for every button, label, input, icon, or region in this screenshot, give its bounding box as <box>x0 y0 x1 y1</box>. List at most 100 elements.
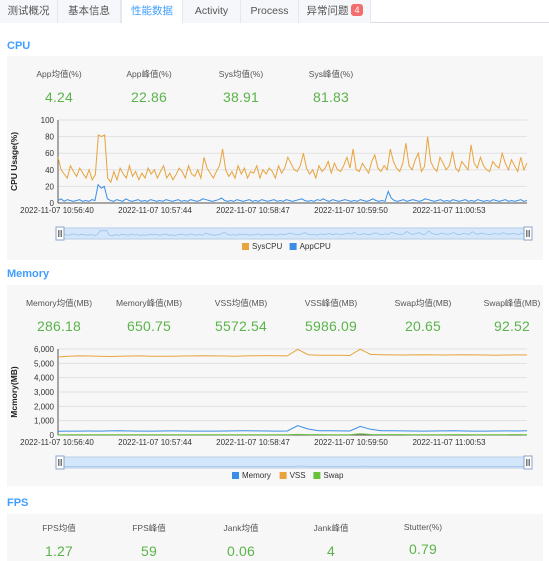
slider-preview <box>60 465 528 468</box>
stat-label: Stutter(%) <box>403 522 443 532</box>
stat-value: 81.83 <box>312 89 350 105</box>
tab-label: 基本信息 <box>68 5 110 17</box>
y-axis-label: CPU Usage(%) <box>9 132 19 191</box>
legend-label: Memory <box>242 471 271 480</box>
y-tick-label: 0 <box>50 199 55 208</box>
x-tick-label: 2022-11-07 11:00:53 <box>412 206 486 215</box>
y-tick-label: 5,000 <box>34 359 55 368</box>
tab-2[interactable]: 性能数据 <box>121 0 183 24</box>
x-tick-label: 2022-11-07 10:59:50 <box>314 206 388 215</box>
stat-3: Jank峰值 4 <box>286 522 376 559</box>
tab-0[interactable]: 测试概况 <box>0 0 58 23</box>
stat-1: Memory峰值(MB) 650.75 <box>104 297 194 334</box>
stat-value: 0.06 <box>226 543 256 559</box>
stat-value: 0.79 <box>408 541 438 557</box>
slider-track <box>59 227 529 240</box>
tab-5[interactable]: 异常问题 4 <box>299 0 371 23</box>
x-tick-label: 2022-11-07 11:00:53 <box>412 438 486 447</box>
legend-swatch <box>313 472 321 479</box>
stat-label: FPS均值 <box>42 523 76 533</box>
tab-1[interactable]: 基本信息 <box>58 0 121 23</box>
x-tick-label: 2022-11-07 10:56:40 <box>20 206 94 215</box>
issue-count-badge: 4 <box>351 4 363 16</box>
legend-item-swap[interactable]: Swap <box>313 471 344 480</box>
stat-2: Jank均值 0.06 <box>196 522 286 559</box>
x-tick-label: 2022-11-07 10:59:50 <box>314 438 388 447</box>
tab-label: 测试概况 <box>7 5 50 17</box>
series-line-memory <box>57 425 528 432</box>
slider-handle-left[interactable] <box>55 226 65 241</box>
stat-label: Swap均值(MB) <box>394 298 452 308</box>
legend-swatch <box>279 472 287 479</box>
y-tick-label: 80 <box>45 133 54 142</box>
stat-2: Sys均值(%) 38.91 <box>196 68 286 105</box>
tab-label: Process <box>250 5 289 17</box>
legend-swatch <box>242 243 249 250</box>
slider-handle-right[interactable] <box>523 455 533 470</box>
stat-value: 20.65 <box>404 318 442 334</box>
zoom-slider[interactable] <box>55 226 533 241</box>
stat-value: 650.75 <box>126 318 172 334</box>
stat-value: 59 <box>141 543 157 559</box>
tab-label: Activity <box>194 5 229 17</box>
series-line-swap <box>57 433 528 436</box>
legend-label: Swap <box>323 471 344 480</box>
x-tick-label: 2022-11-07 10:56:40 <box>20 438 94 447</box>
stat-3: VSS峰值(MB) 5986.09 <box>286 297 376 334</box>
legend-item-vss[interactable]: VSS <box>279 471 306 480</box>
memory-chart: 0 1,000 2,000 3,000 4,000 5,000 6,000 Mcmory(MB… <box>9 345 533 480</box>
series-line-vss <box>57 348 528 358</box>
stat-0: App均值(%) 4.24 <box>14 68 104 105</box>
legend-item-syscpu[interactable]: SysCPU <box>242 242 282 251</box>
memory-card: Memory均值(MB) 286.18 Memory峰值(MB) 650.75 VSS均… <box>7 285 543 486</box>
y-tick-label: 4,000 <box>34 374 55 383</box>
legend-item-appcpu[interactable]: AppCPU <box>289 242 331 251</box>
cpu-section-title: CPU <box>7 40 31 52</box>
stat-label: Memory峰值(MB) <box>115 298 183 308</box>
slider-handle-right[interactable] <box>523 226 533 241</box>
stat-label: Sys峰值(%) <box>308 69 354 79</box>
y-axis-label: Mcmory(MB) <box>9 366 19 418</box>
stat-value: 5986.09 <box>304 318 357 334</box>
y-tick-label: 20 <box>45 182 54 191</box>
stat-label: VSS峰值(MB) <box>304 298 358 308</box>
stat-value: 22.86 <box>130 89 168 105</box>
legend-label: AppCPU <box>300 242 331 251</box>
stat-value: 38.91 <box>222 89 260 105</box>
slider-preview <box>59 230 529 237</box>
cpu-card: App均值(%) 4.24 App峰值(%) 22.86 Sys均值(%) 38.91 Sy… <box>7 56 543 260</box>
stat-label: Swap峰值(MB) <box>483 298 541 308</box>
stat-1: FPS峰值 59 <box>104 522 194 559</box>
slider-handle-left[interactable] <box>55 455 65 470</box>
stat-4: Swap均值(MB) 20.65 <box>378 297 468 334</box>
y-tick-label: 60 <box>45 149 54 158</box>
stat-value: 4.24 <box>44 89 74 105</box>
y-tick-label: 3,000 <box>34 388 55 397</box>
tab-label: 异常问题 <box>306 5 349 17</box>
x-tick-label: 2022-11-07 10:58:47 <box>216 438 290 447</box>
stat-2: VSS均值(MB) 5572.54 <box>196 297 286 334</box>
tab-4[interactable]: Process <box>241 0 299 23</box>
x-tick-label: 2022-11-07 10:58:47 <box>216 206 290 215</box>
stat-label: App均值(%) <box>36 69 82 79</box>
memory-section-title: Memory <box>7 268 50 280</box>
stat-5: Swap峰值(MB) 92.52 <box>467 297 549 334</box>
x-tick-label: 2022-11-07 10:57:44 <box>118 206 192 215</box>
stat-value: 1.27 <box>44 543 74 559</box>
stat-label: App峰值(%) <box>126 69 172 79</box>
legend-item-memory[interactable]: Memory <box>232 471 271 480</box>
y-tick-label: 0 <box>50 431 55 440</box>
stat-label: FPS峰值 <box>132 523 166 533</box>
cpu-chart: 0 20 40 60 80 100 CPU Usage(%) 2022-11-07 10:56… <box>9 116 533 251</box>
tab-3[interactable]: Activity <box>183 0 241 23</box>
fps-card: FPS均值 1.27 FPS峰值 59 Jank均值 0.06 Jank峰值 4 Stutter… <box>7 514 543 561</box>
tab-label: 性能数据 <box>131 5 173 17</box>
tab-bar: 测试概况 基本信息 性能数据 Activity Process 异常问题 4 <box>0 0 549 24</box>
zoom-slider[interactable] <box>55 455 533 470</box>
stat-label: Jank均值 <box>223 523 259 533</box>
y-tick-label: 100 <box>41 116 55 125</box>
stat-value: 286.18 <box>36 318 82 334</box>
legend-label: SysCPU <box>252 242 282 251</box>
stat-value: 5572.54 <box>214 318 267 334</box>
series-line-syscpu <box>57 134 528 184</box>
